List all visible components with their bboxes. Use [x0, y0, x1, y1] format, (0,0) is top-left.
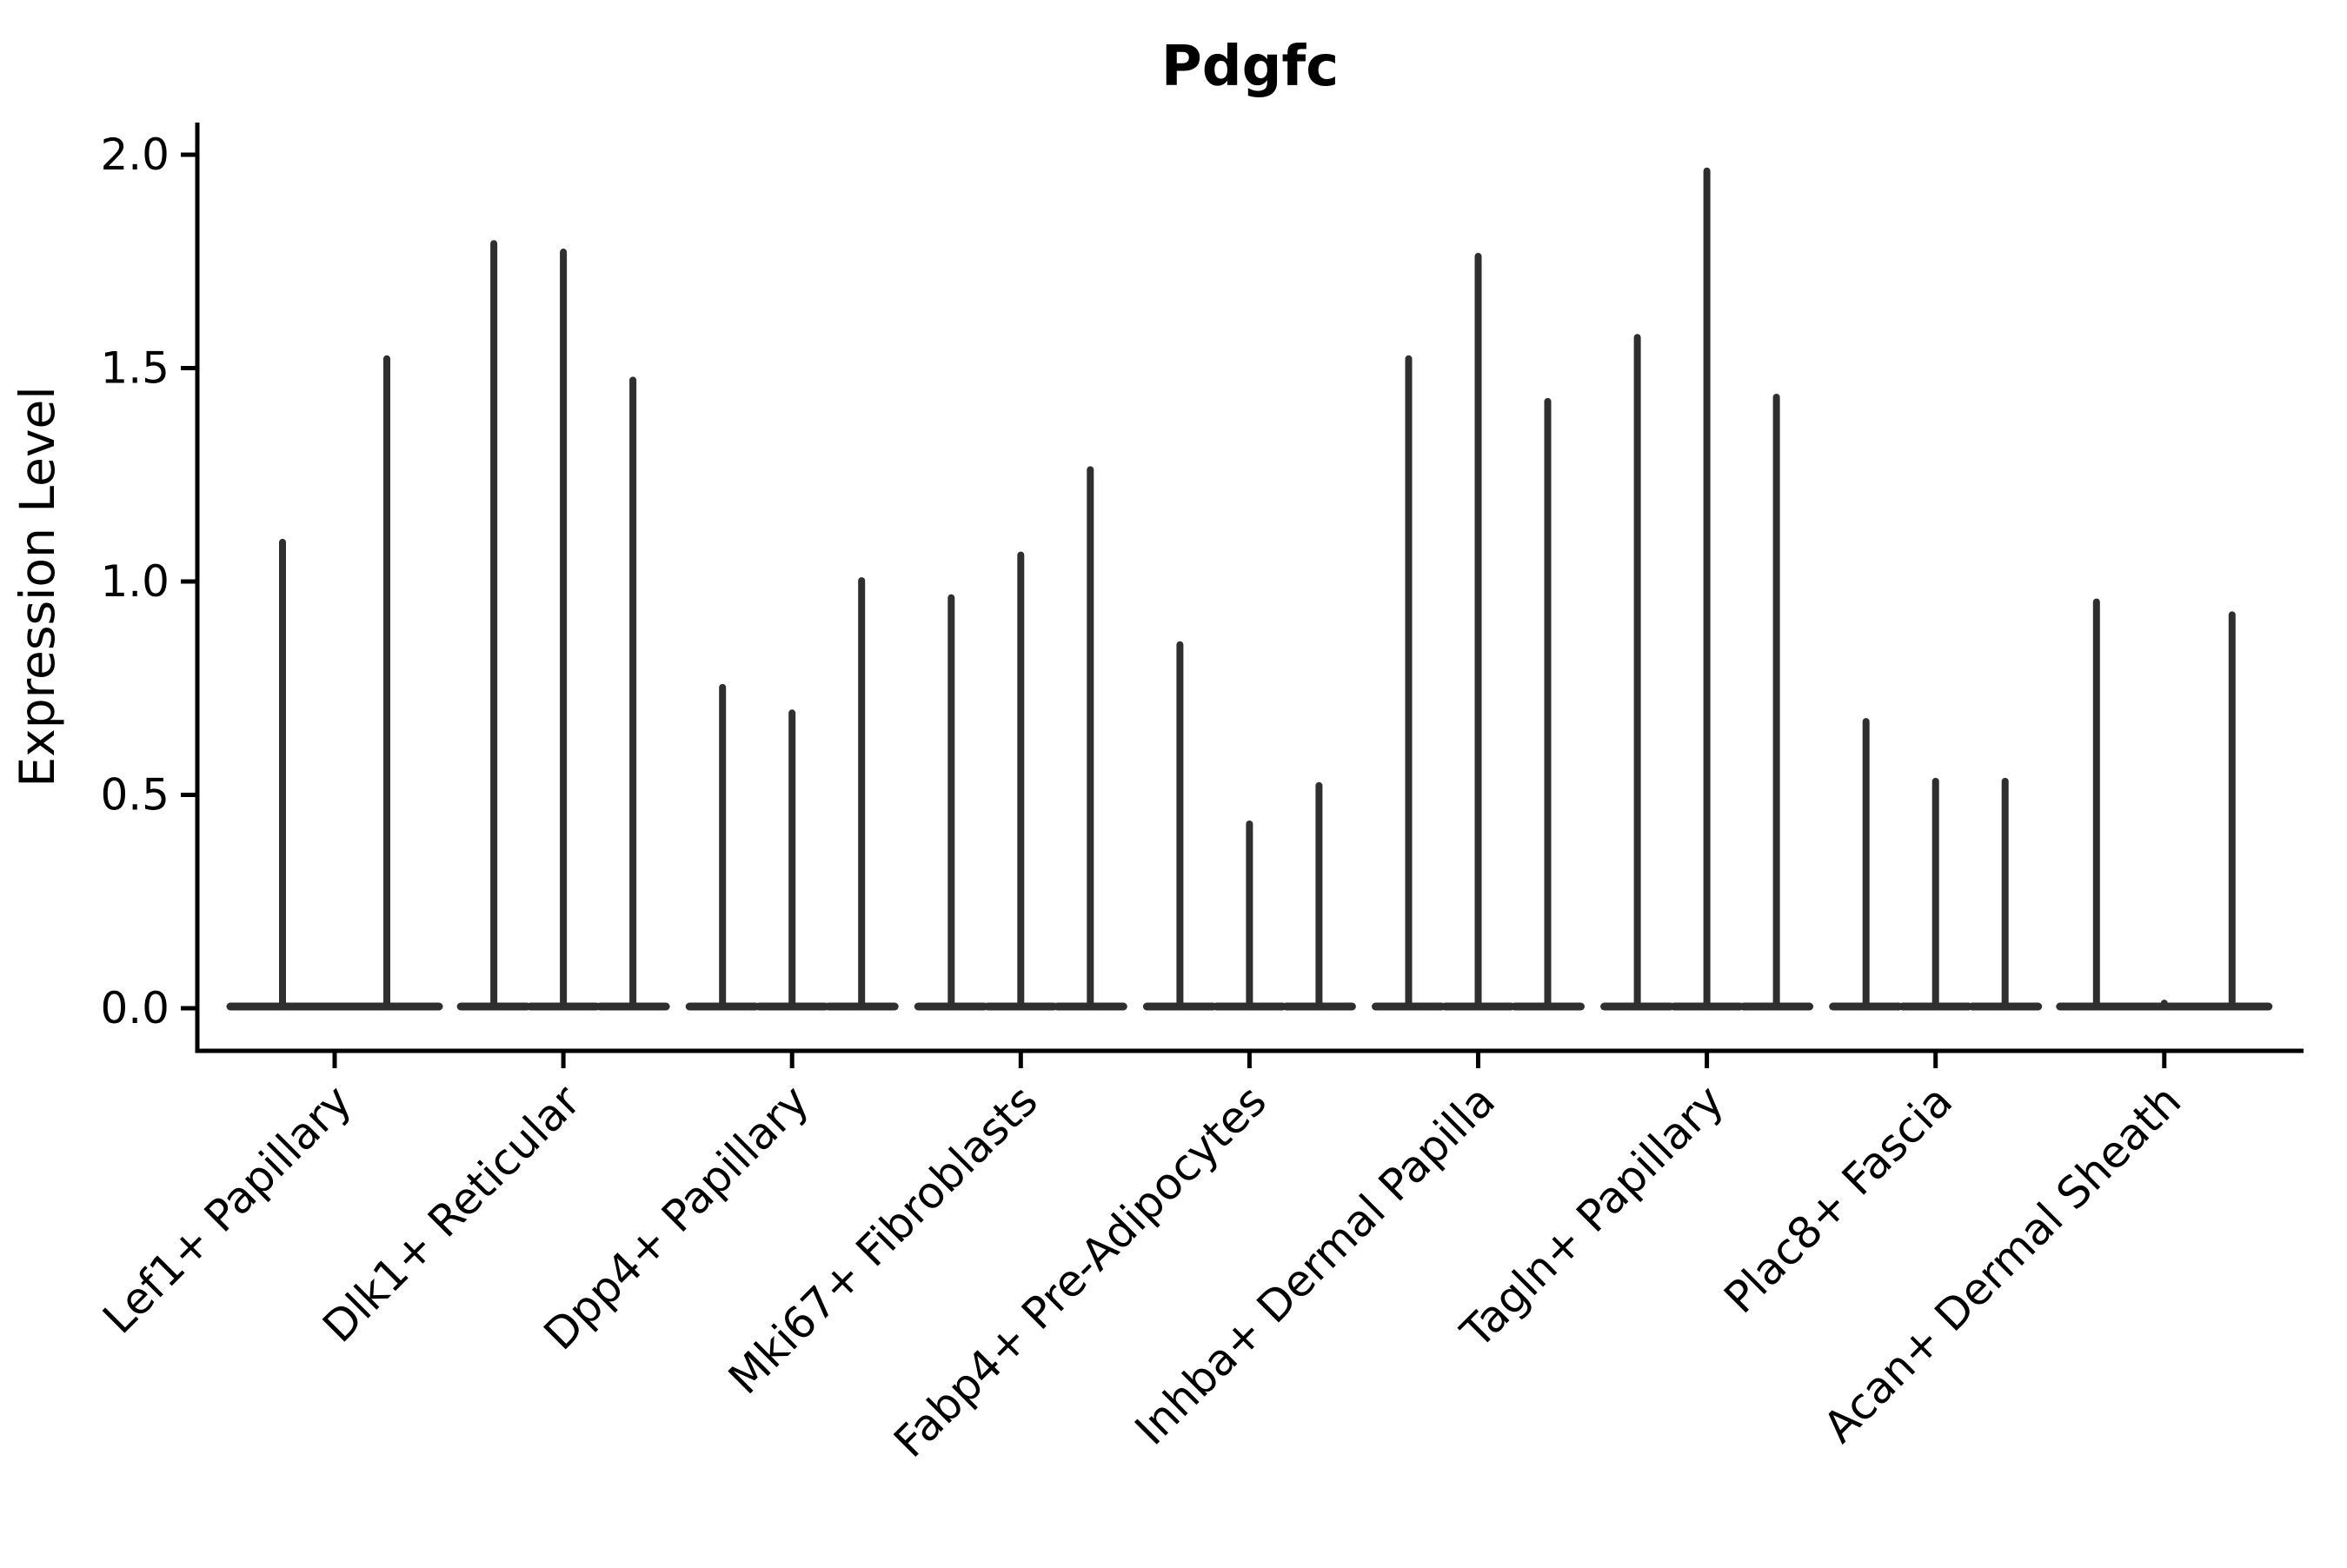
x-tick-label: Plac8+ Fascia [1714, 1075, 1962, 1323]
y-tick-label: 1.0 [100, 556, 170, 607]
y-axis-ticks: 0.0 0.5 1.0 1.5 2.0 [100, 130, 197, 1033]
y-tick-label: 1.5 [100, 343, 170, 394]
plot-title: Pdgfc [1161, 35, 1339, 99]
y-tick-label: 2.0 [100, 130, 170, 180]
violins [226, 167, 2273, 1011]
y-axis-label: Expression Level [10, 386, 65, 787]
x-axis-ticks [332, 1051, 2167, 1068]
y-tick-label: 0.5 [100, 770, 170, 821]
x-tick-label: Lef1+ Papillary [93, 1075, 361, 1343]
x-tick-label: Fabp4+ Pre-Adipocytes [884, 1075, 1276, 1467]
y-tick-label: 0.0 [100, 983, 170, 1033]
